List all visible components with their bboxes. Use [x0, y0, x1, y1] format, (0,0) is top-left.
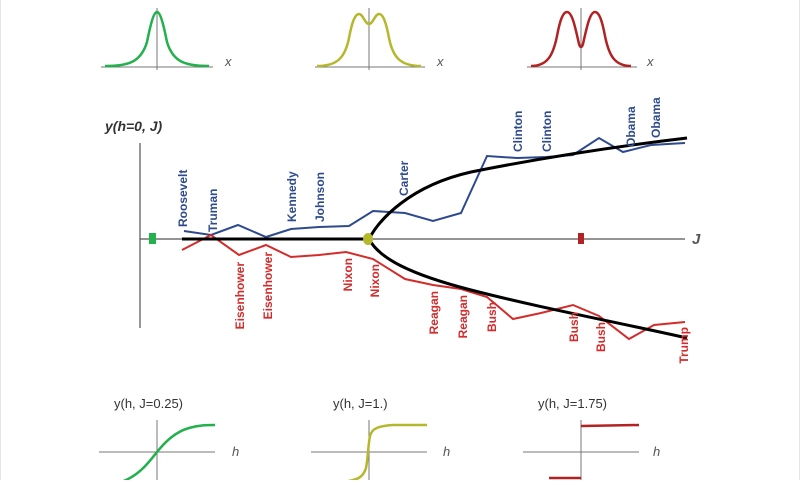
president-label-trump: Trump [677, 327, 691, 364]
top-panel-3-x-label: x [646, 54, 654, 69]
bottom-panel-1: y(h, J=0.25) h [99, 396, 239, 484]
top-panel-2-curve [316, 12, 422, 68]
top-panel-2: x [315, 8, 444, 70]
bottom-panel-3-h-label: h [653, 444, 660, 459]
bottom-panel-1-title: y(h, J=0.25) [114, 396, 183, 411]
president-label-bush-1: Bush [485, 302, 499, 332]
republican-line [181, 233, 686, 341]
president-label-johnson: Johnson [313, 172, 327, 222]
president-label-roosevelt: Roosevelt [176, 170, 190, 227]
president-label-eisenhower-2: Eisenhower [261, 252, 275, 320]
president-label-obama-2: Obama [649, 97, 663, 138]
bottom-panel-2-title: y(h, J=1.) [333, 396, 388, 411]
president-label-carter: Carter [397, 160, 411, 196]
bottom-panel-3-title: y(h, J=1.75) [538, 396, 607, 411]
bottom-panel-2-curve [342, 423, 427, 484]
bottom-panel-3-upper-branch [580, 423, 640, 428]
bottom-panel-3: y(h, J=1.75) h [523, 396, 660, 480]
president-label-nixon-1: Nixon [341, 258, 355, 291]
president-label-nixon-2: Nixon [368, 264, 382, 297]
president-label-reagan-1: Reagan [427, 291, 441, 334]
president-label-eisenhower-1: Eisenhower [233, 262, 247, 330]
bifurcation-point [363, 233, 373, 245]
top-panel-3: x [527, 8, 654, 70]
president-label-bush-2: Bush [567, 312, 581, 342]
main-y-label: y(h=0, J) [104, 118, 163, 134]
marker-red [578, 233, 584, 244]
bifurcation-lower-branch [367, 238, 688, 340]
president-label-clinton-1: Clinton [511, 111, 525, 152]
bifurcation-upper-branch [367, 136, 688, 240]
president-label-clinton-2: Clinton [540, 111, 554, 152]
bottom-panel-1-h-label: h [232, 444, 239, 459]
bottom-panel-2-h-label: h [443, 444, 450, 459]
bottom-panel-1-curve [120, 423, 216, 484]
bottom-panel-2: y(h, J=1.) h [311, 396, 450, 484]
top-panel-1-curve [104, 10, 210, 68]
president-label-reagan-2: Reagan [456, 295, 470, 338]
president-label-obama-1: Obama [624, 106, 638, 147]
democrat-labels: Roosevelt Truman Kennedy Johnson Carter … [176, 97, 663, 232]
president-label-bush-3: Bush [594, 322, 608, 352]
main-x-label: J [692, 231, 701, 248]
marker-green [149, 233, 156, 244]
president-label-kennedy: Kennedy [285, 171, 299, 222]
top-panel-1: x [101, 8, 232, 70]
republican-labels: Eisenhower Eisenhower Nixon Nixon Reagan… [233, 252, 691, 364]
top-panel-1-x-label: x [224, 54, 232, 69]
top-panel-3-curve [530, 10, 632, 68]
president-label-truman: Truman [206, 189, 220, 232]
main-diagram: y(h=0, J) J Roosevelt Truman Kennedy Joh… [104, 97, 701, 364]
top-panel-2-x-label: x [436, 54, 444, 69]
democrat-line [183, 136, 686, 239]
